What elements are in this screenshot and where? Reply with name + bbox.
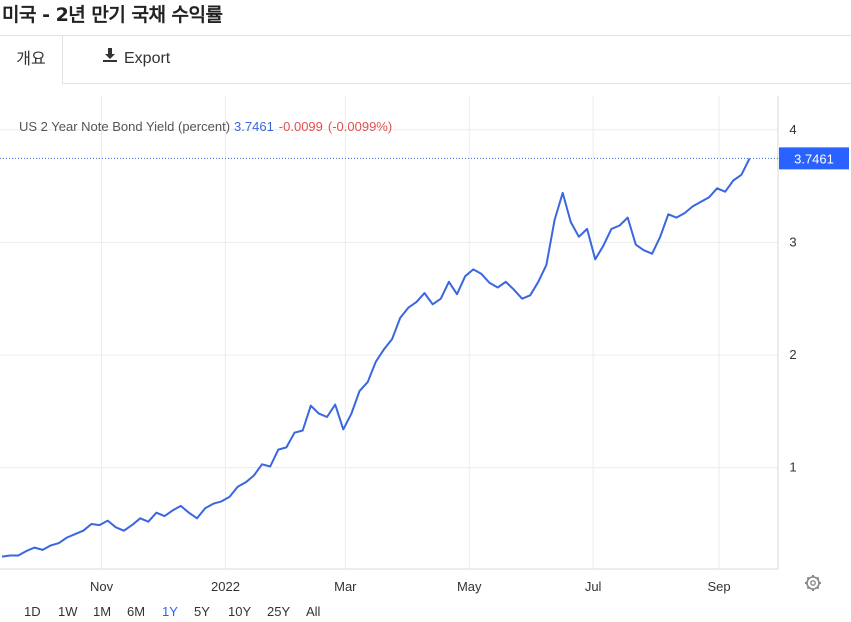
tab-overview[interactable]: 개요: [0, 36, 63, 85]
range-all[interactable]: All: [306, 604, 321, 619]
export-button[interactable]: Export: [102, 36, 170, 82]
x-tick-labels: Nov 2022 Mar May Jul Sep: [90, 579, 731, 594]
series-line: [1, 157, 751, 558]
x-tick-label: Sep: [708, 579, 731, 594]
price-tag-label: 3.7461: [794, 151, 834, 166]
range-1m[interactable]: 1M: [93, 604, 112, 619]
range-1y[interactable]: 1Y: [162, 604, 178, 619]
legend-change-pct: (-0.0099%): [328, 119, 392, 134]
chart[interactable]: US 2 Year Note Bond Yield (percent) 3.74…: [0, 96, 851, 622]
range-10y[interactable]: 10Y: [228, 604, 252, 619]
y-tick-label: 1: [789, 460, 796, 475]
y-tick-label: 2: [789, 347, 796, 362]
range-25y[interactable]: 25Y: [267, 604, 291, 619]
gear-icon[interactable]: [805, 575, 821, 591]
x-tick-label: Nov: [90, 579, 114, 594]
x-tick-label: Mar: [334, 579, 357, 594]
page-title: 미국 - 2년 만기 국채 수익률: [2, 4, 223, 26]
x-tick-label: Jul: [585, 579, 602, 594]
y-tick-labels: 1 2 3 4: [789, 122, 796, 475]
chart-panel: US 2 Year Note Bond Yield (percent) 3.74…: [0, 96, 851, 622]
range-6m[interactable]: 6M: [127, 604, 146, 619]
tab-bar: 개요 Export: [0, 35, 851, 85]
vertical-grid: [101, 96, 720, 569]
range-5y[interactable]: 5Y: [194, 604, 210, 619]
legend-change: -0.0099: [279, 119, 323, 134]
legend-value: 3.7461: [234, 119, 274, 134]
price-tag: 3.7461: [779, 147, 849, 170]
y-tick-label: 4: [789, 122, 796, 137]
x-tick-label: May: [457, 579, 482, 594]
export-label: Export: [124, 50, 171, 68]
legend-series-label: US 2 Year Note Bond Yield (percent): [19, 119, 230, 134]
download-icon: [102, 36, 118, 82]
horizontal-grid: [0, 129, 778, 469]
range-1w[interactable]: 1W: [58, 604, 78, 619]
y-tick-label: 3: [789, 234, 796, 249]
range-1d[interactable]: 1D: [24, 604, 41, 619]
x-tick-label: 2022: [211, 579, 240, 594]
